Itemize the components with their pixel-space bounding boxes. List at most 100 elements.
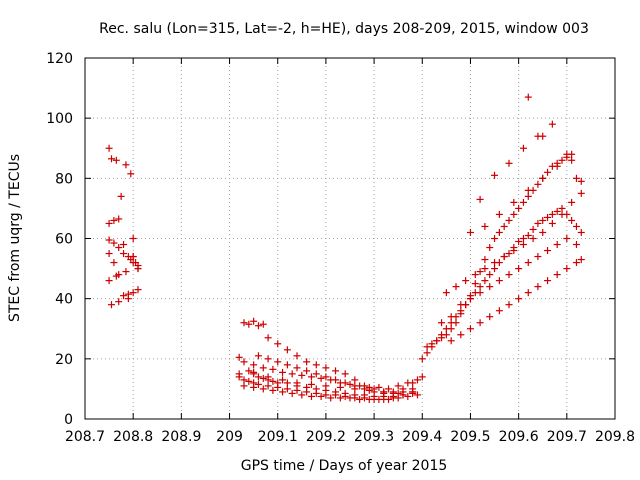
data-point: [519, 198, 527, 206]
data-point: [452, 283, 460, 291]
data-point: [322, 373, 330, 381]
data-point: [413, 376, 421, 384]
data-point: [534, 180, 542, 188]
data-point: [112, 156, 120, 164]
x-tick-label: 209.4: [402, 429, 442, 445]
data-point: [418, 373, 426, 381]
data-point: [471, 280, 479, 288]
data-point: [303, 358, 311, 366]
data-point: [254, 373, 262, 381]
data-point: [312, 389, 320, 397]
data-point: [558, 156, 566, 164]
data-point: [336, 394, 344, 402]
data-point: [360, 385, 368, 393]
data-point: [274, 358, 282, 366]
data-point: [495, 228, 503, 236]
data-point: [471, 271, 479, 279]
data-point: [105, 250, 113, 258]
data-point: [476, 268, 484, 276]
x-tick-label: 208.9: [161, 429, 201, 445]
data-point: [283, 379, 291, 387]
data-point: [486, 271, 494, 279]
data-point: [375, 383, 383, 391]
data-point: [303, 388, 311, 396]
data-point: [365, 395, 373, 403]
y-tick-label: 0: [64, 412, 73, 428]
data-point: [476, 195, 484, 203]
data-point: [259, 385, 267, 393]
data-point: [274, 340, 282, 348]
data-point: [293, 386, 301, 394]
data-point: [312, 370, 320, 378]
data-point: [428, 340, 436, 348]
data-point: [515, 238, 523, 246]
data-point: [327, 394, 335, 402]
data-point: [539, 174, 547, 182]
data-point: [515, 204, 523, 212]
data-point: [553, 241, 561, 249]
data-point: [568, 198, 576, 206]
data-point: [548, 210, 556, 218]
data-point: [120, 241, 128, 249]
data-point: [264, 334, 272, 342]
data-point: [250, 368, 258, 376]
data-point: [500, 222, 508, 230]
data-point: [515, 265, 523, 273]
data-point: [283, 361, 291, 369]
data-point: [317, 374, 325, 382]
data-point: [346, 394, 354, 402]
data-point: [235, 370, 243, 378]
data-point: [115, 298, 123, 306]
data-point: [515, 295, 523, 303]
data-points: [105, 93, 585, 403]
data-point: [457, 331, 465, 339]
data-point: [235, 353, 243, 361]
data-point: [129, 289, 137, 297]
data-point: [385, 395, 393, 403]
data-point: [423, 349, 431, 357]
data-point: [341, 392, 349, 400]
x-tick-label: 208.8: [113, 429, 153, 445]
data-point: [110, 259, 118, 267]
data-point: [505, 159, 513, 167]
data-point: [519, 144, 527, 152]
data-point: [108, 155, 115, 163]
data-point: [288, 370, 296, 378]
data-point: [293, 379, 301, 387]
data-point: [466, 228, 474, 236]
data-point: [495, 277, 503, 285]
y-tick-label: 20: [55, 352, 73, 368]
data-point: [322, 391, 330, 399]
data-point: [491, 259, 499, 267]
data-point: [510, 247, 518, 255]
data-point: [519, 235, 527, 242]
data-point: [577, 177, 585, 185]
data-point: [332, 376, 340, 384]
data-point: [539, 216, 547, 224]
data-point: [240, 376, 248, 384]
data-point: [365, 386, 373, 394]
chart-title: Rec. salu (Lon=315, Lat=-2, h=HE), days …: [99, 21, 589, 37]
data-point: [495, 210, 503, 218]
data-point: [544, 247, 552, 255]
data-point: [356, 395, 364, 403]
data-point: [466, 325, 474, 333]
data-point: [264, 355, 272, 363]
data-point: [240, 319, 248, 327]
data-point: [269, 365, 277, 373]
data-point: [481, 277, 489, 285]
data-point: [274, 383, 282, 391]
data-point: [457, 310, 465, 318]
data-point: [240, 358, 248, 366]
x-tick-label: 209.6: [499, 429, 539, 445]
data-point: [279, 376, 287, 384]
data-point: [558, 210, 566, 218]
y-tick-label: 40: [55, 292, 73, 308]
data-point: [351, 376, 359, 384]
data-point: [105, 219, 113, 227]
data-point: [510, 210, 518, 218]
data-point: [486, 313, 494, 321]
grid-lines: [85, 58, 615, 419]
data-point: [122, 161, 130, 169]
data-point: [447, 313, 455, 321]
